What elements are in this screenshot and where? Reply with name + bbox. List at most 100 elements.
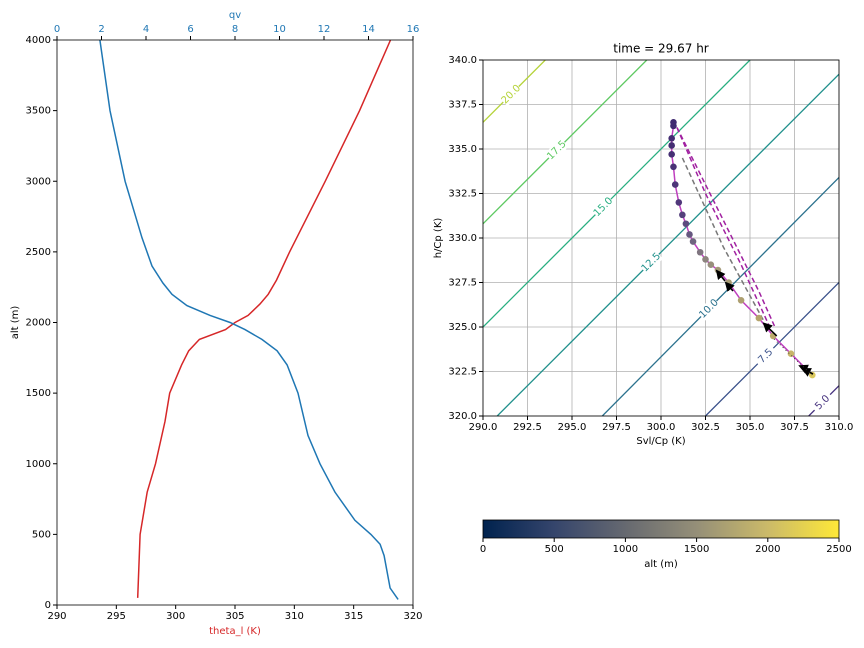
contour-label-bg [499, 82, 524, 107]
dashed-line [681, 157, 765, 323]
x-tick-label: 320 [403, 611, 422, 622]
contour-line [483, 60, 751, 328]
contour-line [496, 73, 839, 416]
point [668, 151, 675, 158]
point [689, 238, 697, 245]
x-tick-label: 2 [98, 24, 104, 35]
y-tick-label: 3500 [26, 106, 51, 117]
point [787, 350, 795, 358]
y-tick-label: 500 [32, 529, 51, 540]
x-tick-label: 6 [187, 24, 193, 35]
y-tick-label: 340.0 [448, 55, 477, 66]
y-tick-label: 327.5 [448, 278, 477, 289]
y-tick-label: 322.5 [448, 367, 477, 378]
point [702, 256, 709, 263]
y-tick-label: 320.0 [448, 411, 477, 422]
y-tick-label: 337.5 [448, 100, 477, 111]
point [671, 181, 679, 188]
contour-label-bg [639, 250, 664, 275]
y-tick-label: 2000 [26, 318, 51, 329]
x-tick-label: 297.5 [602, 422, 631, 433]
contour-label-bg [753, 343, 778, 368]
point [737, 297, 745, 304]
y-tick-label: 3000 [26, 176, 51, 187]
point [668, 142, 675, 149]
y-tick-label: 0 [45, 600, 51, 611]
dashed-line [676, 127, 773, 331]
plot-area: 5.07.510.012.515.017.520.0 [483, 60, 839, 416]
chart-title: time = 29.67 hr [613, 42, 709, 56]
profile-line [99, 39, 399, 600]
x-tick-label: 305.0 [736, 422, 765, 433]
x-tick-label: 10 [273, 24, 286, 35]
point [668, 135, 675, 142]
profile-line [136, 39, 392, 598]
x-tick-label: 295 [107, 611, 126, 622]
y-tick-label: 2500 [26, 247, 51, 258]
y-axis-label: alt (m) [10, 306, 21, 340]
point [707, 261, 715, 269]
contour-label-bg [810, 390, 835, 415]
colorbar-label: alt (m) [644, 559, 678, 570]
contour-label-bg [696, 296, 721, 321]
point [670, 122, 677, 130]
x-tick-label: 16 [407, 24, 420, 35]
contour-line [483, 60, 648, 225]
y-tick-label: 330.0 [448, 233, 477, 244]
y-tick-label: 1000 [26, 459, 51, 470]
vector-arrow [715, 269, 726, 282]
x-tick-label: 310.0 [825, 422, 854, 433]
x-axis-label: theta_l (K) [209, 626, 261, 637]
vector-arrow [762, 322, 778, 337]
x-tick-label: 2500 [826, 544, 851, 555]
y-tick-label: 325.0 [448, 322, 477, 333]
x-tick-label: 305 [225, 611, 244, 622]
x-tick-label: 8 [232, 24, 238, 35]
x-tick-label: 1500 [684, 544, 709, 555]
point [679, 211, 686, 219]
x-tick-label: 292.5 [513, 422, 542, 433]
x-tick-label: 0 [54, 24, 60, 35]
x-axis-label: Svl/Cp (K) [636, 436, 685, 447]
point [755, 314, 763, 322]
x-tick-label: 2000 [755, 544, 780, 555]
vector-arrow [801, 368, 814, 377]
x2-axis-label: qv [229, 10, 241, 21]
x-tick-label: 500 [545, 544, 564, 555]
point [696, 248, 704, 256]
dashed-line [676, 127, 776, 328]
x-tick-label: 300.0 [647, 422, 676, 433]
colorbar [482, 519, 840, 539]
y-tick-label: 335.0 [448, 144, 477, 155]
y-tick-label: 332.5 [448, 189, 477, 200]
point [686, 231, 693, 238]
x-tick-label: 302.5 [691, 422, 720, 433]
x-tick-label: 315 [344, 611, 363, 622]
axes-frame [482, 59, 840, 417]
x-tick-label: 290 [47, 611, 66, 622]
y-tick-label: 1500 [26, 388, 51, 399]
axes-frame [56, 39, 414, 606]
y-tick-label: 4000 [26, 35, 51, 46]
dotted-line [773, 338, 813, 376]
vector-arrow [724, 281, 735, 292]
x-tick-label: 300 [166, 611, 185, 622]
x-tick-label: 0 [480, 544, 486, 555]
contour-line [601, 177, 839, 416]
x-tick-label: 14 [362, 24, 375, 35]
x-tick-label: 12 [318, 24, 331, 35]
x-tick-label: 295.0 [558, 422, 587, 433]
x-tick-label: 310 [285, 611, 304, 622]
y-axis-label: h/Cp (K) [433, 218, 444, 259]
x-tick-label: 307.5 [780, 422, 809, 433]
contour-label-bg [544, 138, 569, 163]
point [682, 220, 690, 228]
x-tick-label: 1000 [613, 544, 638, 555]
point [670, 163, 677, 171]
trajectory-line [670, 122, 813, 376]
x-tick-label: 4 [143, 24, 149, 35]
x-tick-label: 290.0 [469, 422, 498, 433]
